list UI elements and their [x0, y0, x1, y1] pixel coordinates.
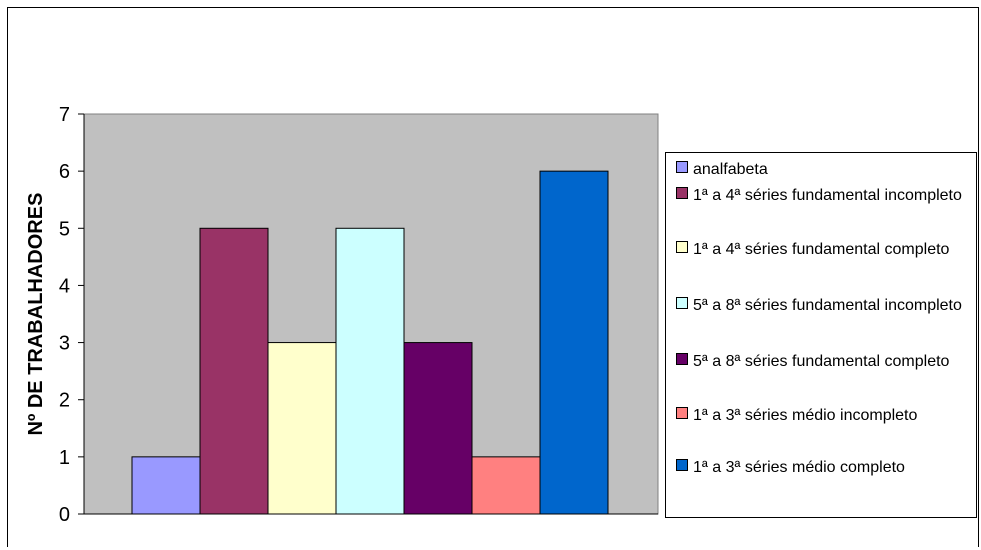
- legend-swatch: [676, 187, 688, 199]
- legend-swatch: [676, 353, 688, 365]
- legend-item-5: 1ª a 3ª séries médio incompleto: [676, 403, 976, 429]
- bar-4: [403, 342, 473, 515]
- legend-swatch: [676, 407, 688, 419]
- legend-swatch: [676, 459, 688, 471]
- y-tick-label: 5: [59, 218, 70, 240]
- bar-3: [335, 227, 405, 515]
- y-tick-label: 3: [59, 333, 70, 355]
- legend-label: 5ª a 8ª séries fundamental incompleto: [693, 297, 962, 314]
- bar-6: [539, 170, 609, 515]
- legend-item-6: 1ª a 3ª séries médio completo: [676, 455, 976, 481]
- legend-label: 1ª a 3ª séries médio incompleto: [693, 407, 918, 424]
- legend-label: 1ª a 4ª séries fundamental incompleto: [693, 187, 962, 204]
- bars: [131, 170, 609, 515]
- legend-swatch: [676, 161, 688, 173]
- legend-label: 5ª a 8ª séries fundamental completo: [693, 353, 950, 370]
- bar-5: [471, 456, 541, 515]
- legend-swatch: [676, 297, 688, 309]
- legend: analfabeta 1ª a 4ª séries fundamental inc…: [665, 152, 977, 518]
- bar-0: [131, 456, 201, 515]
- legend-label: analfabeta: [693, 161, 768, 178]
- y-tick-label: 7: [59, 104, 70, 126]
- y-tick-label: 6: [59, 161, 70, 183]
- chart-frame: [7, 7, 979, 547]
- legend-item-4: 5ª a 8ª séries fundamental completo: [676, 349, 976, 375]
- bar-2: [267, 342, 337, 515]
- legend-label: 1ª a 4ª séries fundamental completo: [693, 241, 950, 258]
- y-axis-title: Nº DE TRABALHADORES: [25, 193, 47, 436]
- y-tick-label: 4: [59, 275, 70, 297]
- y-tick-label: 2: [59, 390, 70, 412]
- legend-item-1: 1ª a 4ª séries fundamental incompleto: [676, 183, 976, 209]
- legend-item-0: analfabeta: [676, 157, 976, 183]
- bar-1: [199, 227, 269, 515]
- legend-item-2: 1ª a 4ª séries fundamental completo: [676, 237, 976, 263]
- y-tick-label: 1: [59, 447, 70, 469]
- y-tick-label: 0: [59, 504, 70, 526]
- legend-item-3: 5ª a 8ª séries fundamental incompleto: [676, 293, 976, 319]
- legend-swatch: [676, 241, 688, 253]
- legend-label: 1ª a 3ª séries médio completo: [693, 459, 905, 476]
